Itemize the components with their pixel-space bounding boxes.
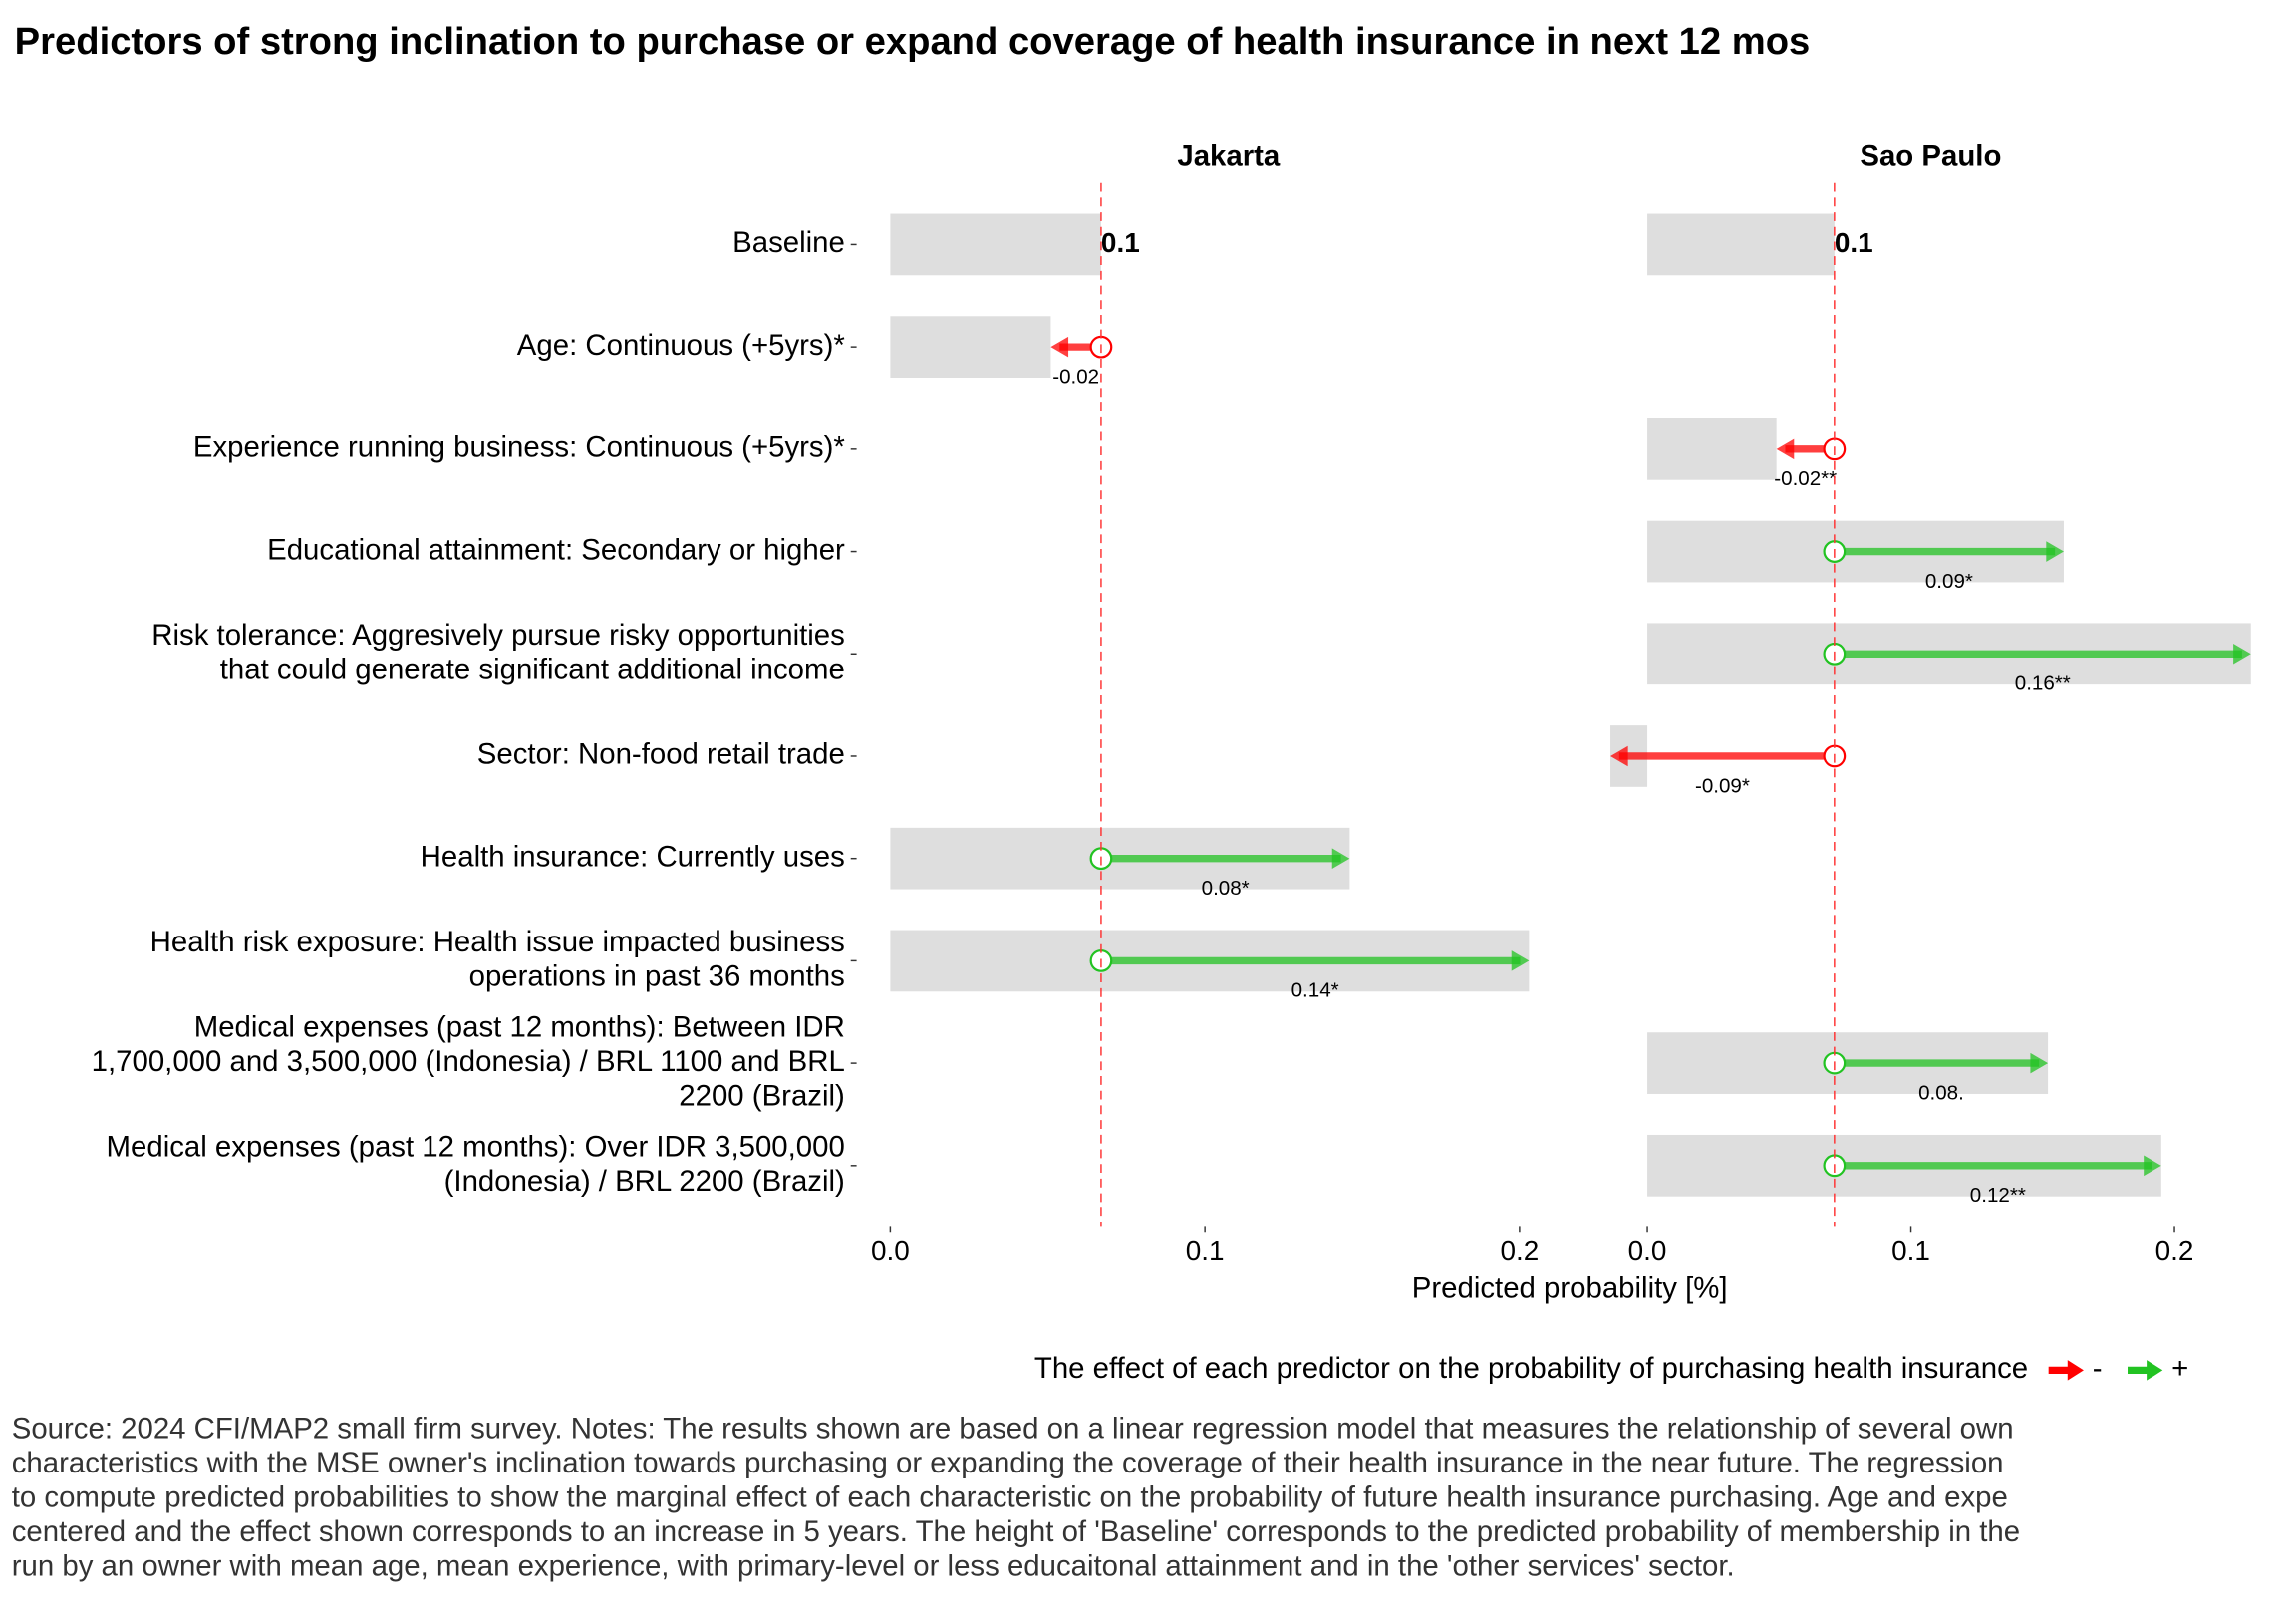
facet-title: Jakarta [1177, 140, 1281, 173]
arrow-head [1511, 950, 1530, 971]
arrow-head [1050, 336, 1069, 358]
y-tick-label: Educational attainment: Secondary or hig… [267, 533, 845, 566]
value-label: 0.1 [1101, 227, 1140, 258]
facet-title: Sao Paulo [1860, 140, 2001, 173]
value-label: -0.09* [1695, 774, 1750, 797]
bar [1647, 417, 1777, 480]
y-tick-label: Risk tolerance: Aggresively pursue risky… [151, 619, 845, 686]
arrow-head [2046, 541, 2064, 562]
value-label: -0.02 [1052, 365, 1099, 388]
value-label: 0.09* [1925, 570, 1973, 593]
y-tick-label: Health insurance: Currently uses [421, 840, 845, 873]
arrow-head [2233, 643, 2251, 665]
y-tick-label: Medical expenses (past 12 months): Over … [107, 1130, 845, 1198]
arrow-head [1610, 745, 1628, 767]
caption: Source: 2024 CFI/MAP2 small firm survey.… [12, 1412, 2014, 1445]
y-tick-label: Baseline [732, 226, 845, 259]
value-label: 0.08. [1918, 1081, 1964, 1104]
value-label: 0.16** [2015, 672, 2071, 695]
value-label: 0.14* [1292, 979, 1339, 1002]
caption: characteristics with the MSE owner's inc… [12, 1447, 2004, 1479]
arrow-head [1776, 438, 1795, 460]
legend-label: + [2171, 1352, 2188, 1385]
caption: centered and the effect shown correspond… [12, 1515, 2020, 1548]
x-axis-title: Predicted probability [%] [1412, 1271, 1728, 1304]
y-tick-label: Health risk exposure: Health issue impac… [150, 926, 845, 993]
arrow-head [1331, 848, 1350, 869]
bar [1647, 213, 1835, 276]
x-tick-label: 0.1 [1186, 1235, 1225, 1266]
legend-key-head [2147, 1360, 2163, 1381]
x-tick-label: 0.2 [2155, 1235, 2194, 1266]
caption: run by an owner with mean age, mean expe… [12, 1550, 1735, 1583]
bar [890, 213, 1101, 276]
chart-title: Predictors of strong inclination to purc… [15, 20, 1811, 63]
legend-key-head [2067, 1360, 2084, 1381]
value-label: 0.1 [1835, 227, 1873, 258]
arrow-head [2030, 1052, 2049, 1074]
bar [890, 316, 1051, 378]
value-label: 0.12** [1970, 1184, 2026, 1206]
caption: to compute predicted probabilities to sh… [12, 1480, 2008, 1513]
legend-label: - [2093, 1352, 2103, 1385]
x-tick-label: 0.2 [1500, 1235, 1539, 1266]
x-tick-label: 0.0 [1628, 1235, 1667, 1266]
y-tick-label: Experience running business: Continuous … [193, 431, 845, 464]
y-tick-label: Medical expenses (past 12 months): Betwe… [92, 1010, 845, 1112]
value-label: 0.08* [1202, 877, 1250, 900]
y-tick-label: Sector: Non-food retail trade [477, 738, 845, 771]
x-tick-label: 0.1 [1891, 1235, 1930, 1266]
y-tick-label: Age: Continuous (+5yrs)* [517, 329, 845, 362]
x-tick-label: 0.0 [871, 1235, 910, 1266]
arrow-head [2144, 1155, 2161, 1177]
legend-title: The effect of each predictor on the prob… [1034, 1352, 2028, 1385]
value-label: -0.02** [1774, 467, 1837, 490]
